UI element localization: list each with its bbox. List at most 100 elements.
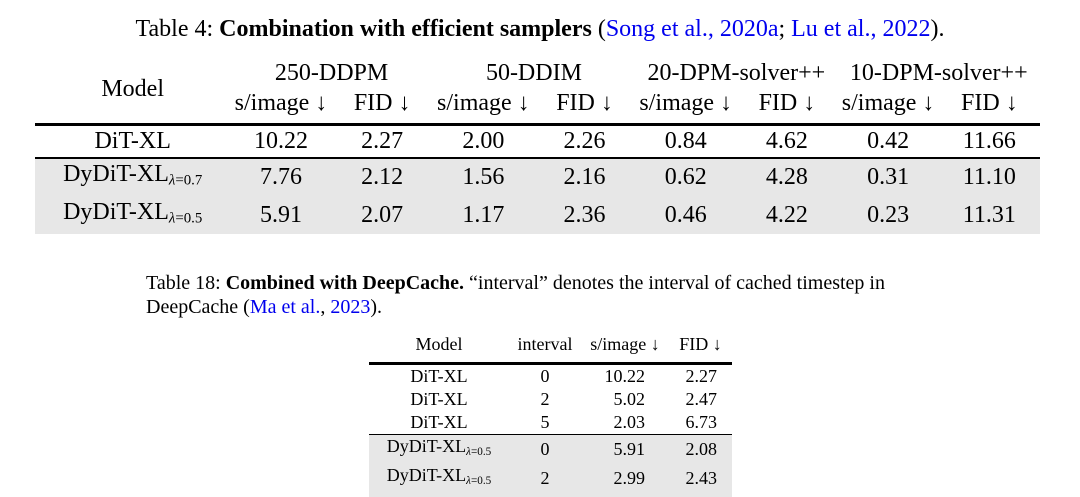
fid-cell: 3.37 <box>669 493 732 497</box>
table18-caption-comma: , <box>320 296 331 319</box>
value-cell: 4.62 <box>765 128 808 154</box>
model-cell: DiT-XL <box>94 128 171 154</box>
table4-caption-separator: ; <box>778 16 792 42</box>
value-cell: 0.84 <box>664 128 707 154</box>
subheader-s-image: s/image ↓ <box>234 90 328 116</box>
table18-header-model: Model <box>415 334 463 355</box>
interval-cell: 0 <box>540 366 550 387</box>
s-image-cell: 2.03 <box>613 412 646 433</box>
value-cell: 2.00 <box>462 128 505 154</box>
value-cell: 11.66 <box>962 128 1016 154</box>
table18-caption-title: Combined with DeepCache. <box>225 272 465 295</box>
value-cell: 2.27 <box>361 128 404 154</box>
table-row-dit-xl-i2: DiT-XL 2 5.02 2.47 <box>369 388 732 411</box>
model-cell: DiT-XL <box>410 389 468 410</box>
interval-cell: 3 <box>509 493 581 497</box>
citation-link-song-2020a[interactable]: Song et al., 2020a <box>605 16 779 42</box>
table-row-dydit-i3: DyDiT-XLλ=0.5 3 2.01 3.37 <box>369 493 732 497</box>
value-cell: 2.36 <box>563 202 606 229</box>
interval-cell: 5 <box>540 412 550 433</box>
table4-caption-prefix: Table 4: <box>135 16 220 42</box>
table-row-dydit-xl-0.7: DyDiT-XLλ=0.7 7.76 2.12 1.56 2.16 0.62 4… <box>35 158 1040 197</box>
value-cell: 1.56 <box>462 164 505 191</box>
subheader-fid: FID ↓ <box>556 90 613 116</box>
value-cell: 7.76 <box>259 164 302 191</box>
value-cell: 0.31 <box>867 164 910 191</box>
table-row-dydit-i2: DyDiT-XLλ=0.5 2 2.99 2.43 <box>369 464 732 493</box>
table18-header-s-image: s/image ↓ <box>590 334 660 355</box>
paper-page: Table 4: Combination with efficient samp… <box>0 15 1080 497</box>
subheader-fid: FID ↓ <box>353 90 411 116</box>
value-cell: 2.07 <box>361 202 404 229</box>
table18-header-fid: FID ↓ <box>679 334 722 355</box>
table4-caption-title: Combination with efficient samplers <box>219 16 592 42</box>
citation-link-ma-2023-year[interactable]: 2023 <box>330 296 371 319</box>
table-row-dit-xl-i5: DiT-XL 5 2.03 6.73 <box>369 411 732 435</box>
subheader-s-image: s/image ↓ <box>841 90 935 116</box>
table18-caption-line2: DeepCache (Ma et al., 2023). <box>146 295 1080 319</box>
value-cell: 2.16 <box>563 164 606 191</box>
model-cell: DyDiT-XLλ=0.5 <box>386 465 492 487</box>
value-cell: 0.23 <box>867 202 910 229</box>
value-cell: 2.12 <box>361 164 404 191</box>
table18-deepcache: Model interval s/image ↓ FID ↓ DiT-XL 0 … <box>369 332 732 497</box>
subheader-fid: FID ↓ <box>758 90 816 116</box>
table4-group-50-ddim: 50-DDIM <box>485 60 582 86</box>
table18-header-row: Model interval s/image ↓ FID ↓ <box>369 332 732 364</box>
s-image-cell: 10.22 <box>604 366 646 387</box>
citation-link-ma-2023[interactable]: Ma et al. <box>249 296 321 319</box>
fid-cell: 2.27 <box>685 366 718 387</box>
fid-cell: 2.47 <box>685 389 718 410</box>
s-image-cell: 2.01 <box>581 493 669 497</box>
table-row-dit-xl-i0: DiT-XL 0 10.22 2.27 <box>369 364 732 389</box>
interval-cell: 2 <box>540 468 550 489</box>
subheader-s-image: s/image ↓ <box>437 90 530 116</box>
table18-header-interval: interval <box>517 334 573 355</box>
citation-link-lu-2022[interactable]: Lu et al., 2022 <box>791 16 931 42</box>
table4-caption-paren-close: ). <box>930 16 945 42</box>
table4-header: Model 250-DDPM 50-DDIM 20-DPM-solver++ 1… <box>35 53 1040 125</box>
table18-caption: Table 18: Combined with DeepCache. “inte… <box>146 271 1080 319</box>
value-cell: 1.17 <box>462 202 505 229</box>
model-cell: DyDiT-XLλ=0.5 <box>63 198 203 227</box>
table18-caption-line1: Table 18: Combined with DeepCache. “inte… <box>146 271 1080 295</box>
model-cell: DiT-XL <box>410 412 468 433</box>
subheader-s-image: s/image ↓ <box>639 90 733 116</box>
table18-caption-prefix: Table 18: <box>146 272 226 295</box>
s-image-cell: 5.91 <box>613 439 646 460</box>
table4-subheader-row: s/image ↓ FID ↓ s/image ↓ FID ↓ s/image … <box>35 87 1040 125</box>
s-image-cell: 2.99 <box>613 468 646 489</box>
value-cell: 5.91 <box>259 202 302 229</box>
value-cell: 11.10 <box>962 164 1016 191</box>
table4-header-model: Model <box>101 76 165 102</box>
model-cell: DyDiT-XLλ=0.7 <box>63 161 203 189</box>
table4-caption-paren-open: ( <box>591 16 606 42</box>
fid-cell: 2.08 <box>685 439 718 460</box>
table4-caption: Table 4: Combination with efficient samp… <box>0 15 1080 43</box>
fid-cell: 6.73 <box>685 412 718 433</box>
model-cell: DyDiT-XLλ=0.5 <box>386 436 492 459</box>
fid-cell: 2.43 <box>685 468 718 489</box>
model-cell: DiT-XL <box>410 366 468 387</box>
interval-cell: 2 <box>540 389 550 410</box>
value-cell: 0.62 <box>664 164 707 191</box>
table4-group-10-dpm-solver: 10-DPM-solver++ <box>849 60 1028 86</box>
table-row-dydit-i0: DyDiT-XLλ=0.5 0 5.91 2.08 <box>369 434 732 465</box>
table18-caption-body2: DeepCache ( <box>146 296 250 319</box>
value-cell: 4.22 <box>765 202 808 229</box>
table4-efficient-samplers: Model 250-DDPM 50-DDIM 20-DPM-solver++ 1… <box>35 53 1040 235</box>
table-row-dydit-xl-0.5: DyDiT-XLλ=0.5 5.91 2.07 1.17 2.36 0.46 4… <box>35 196 1040 235</box>
table4-group-250-ddpm: 250-DDPM <box>274 60 389 86</box>
table4-group-20-dpm-solver: 20-DPM-solver++ <box>647 60 826 86</box>
value-cell: 4.28 <box>765 164 808 191</box>
table-row-dit-xl: DiT-XL 10.22 2.27 2.00 2.26 0.84 4.62 0.… <box>35 125 1040 158</box>
value-cell: 2.26 <box>563 128 606 154</box>
table18-caption-body: “interval” denotes the interval of cache… <box>464 272 885 295</box>
table18-header: Model interval s/image ↓ FID ↓ <box>369 332 732 364</box>
value-cell: 11.31 <box>962 202 1016 229</box>
value-cell: 0.46 <box>664 202 707 229</box>
value-cell: 10.22 <box>253 128 308 154</box>
table18-caption-paren-close: ). <box>370 296 383 319</box>
model-cell: DyDiT-XLλ=0.5 <box>369 493 509 497</box>
interval-cell: 0 <box>540 439 550 460</box>
